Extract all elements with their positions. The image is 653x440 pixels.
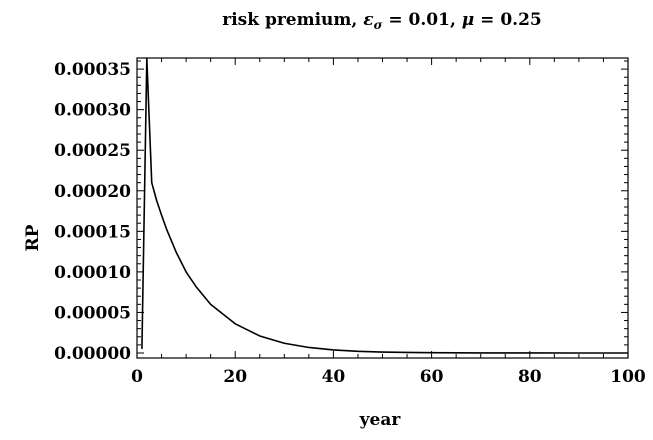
x-tick-label: 40 [322,367,346,387]
series-line [141,57,629,354]
y-tick-label: 0.00005 [54,303,131,323]
title-mu-symbol: μ [462,10,474,30]
x-tick-label: 0 [131,367,143,387]
title-mu-value: = 0.25 [474,10,542,30]
axis-tick-labels: 0 20 40 60 80 100 0.00000 0.00005 0.00010 0.00015… [54,60,646,387]
x-tick-label: 60 [420,367,444,387]
x-tick-label: 20 [223,367,247,387]
y-tick-label: 0.00025 [54,141,131,161]
y-tick-label: 0.00020 [54,182,131,202]
plot-frame [136,57,629,359]
y-tick-label: 0.00000 [54,344,131,364]
y-tick-label: 0.00030 [54,101,131,121]
title-eps-subscript: σ [374,18,383,32]
x-axis-label: year [359,410,402,430]
title-prefix: risk premium, [222,10,363,30]
y-axis-label: RP [23,224,43,251]
y-tick-label: 0.00010 [54,263,131,283]
x-tick-label: 80 [518,367,542,387]
chart-title: risk premium, εσ = 0.01, μ = 0.25 [222,10,541,32]
title-eps-value: = 0.01, [382,10,461,30]
y-tick-label: 0.00035 [54,60,131,80]
axis-ticks [136,58,629,358]
title-eps-symbol: ε [363,10,373,30]
y-tick-label: 0.00015 [54,222,131,242]
x-tick-label: 100 [610,367,646,387]
